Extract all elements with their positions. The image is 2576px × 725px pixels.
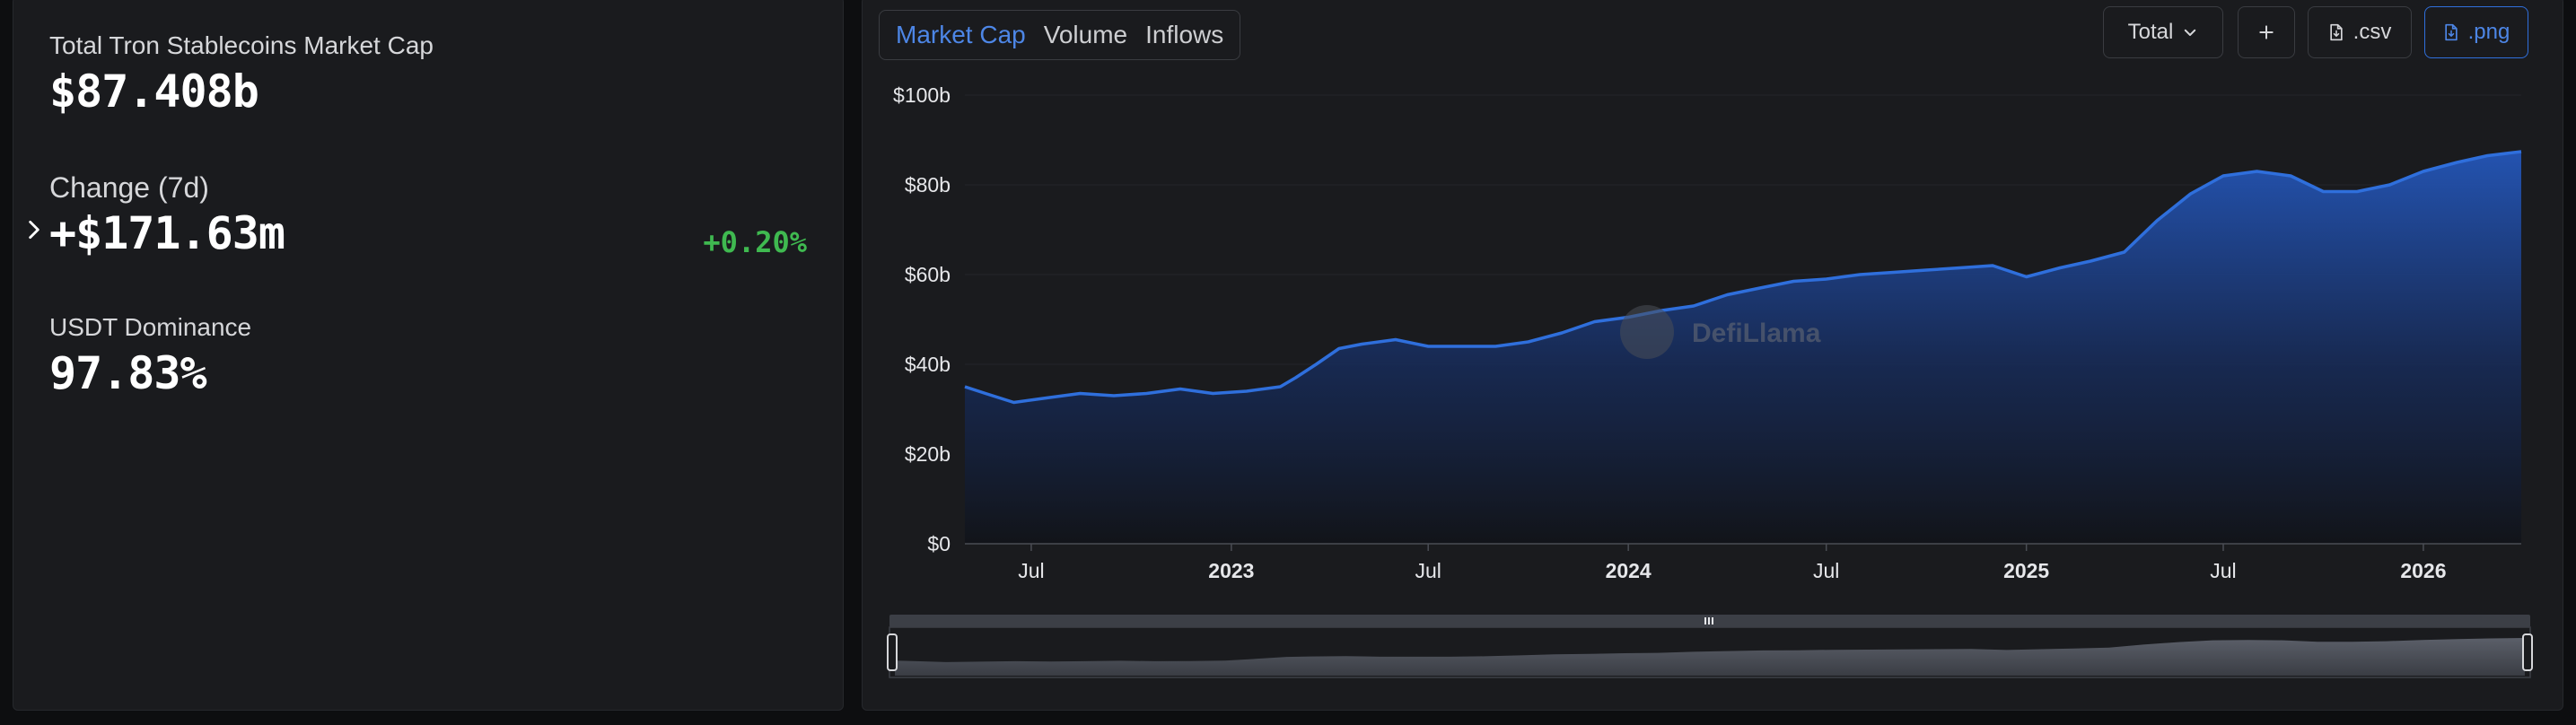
series-area — [965, 152, 2521, 544]
x-tick-label: 2026 — [2400, 559, 2446, 582]
download-csv-button[interactable]: .csv — [2308, 6, 2412, 58]
chevron-right-icon[interactable] — [22, 218, 46, 241]
total-dropdown[interactable]: Total — [2103, 6, 2223, 58]
tab-volume[interactable]: Volume — [1043, 21, 1128, 48]
file-icon — [2329, 23, 2343, 41]
y-tick-label: $100b — [893, 83, 951, 107]
y-tick-label: $60b — [905, 263, 951, 286]
mini-series-area — [895, 638, 2525, 676]
range-handle-left[interactable] — [887, 633, 898, 671]
series-line — [964, 150, 2522, 405]
chart-panel: Market Cap Volume Inflows Total .csv .pn… — [862, 0, 2563, 711]
plus-icon — [2259, 25, 2274, 39]
y-tick-label: $40b — [905, 353, 951, 376]
x-tick-label: Jul — [1018, 559, 1044, 582]
x-tick-label: Jul — [2210, 559, 2236, 582]
x-tick-label: 2025 — [2003, 559, 2049, 582]
chevron-down-icon — [2185, 29, 2196, 36]
tab-inflows[interactable]: Inflows — [1145, 21, 1224, 48]
image-file-icon — [2444, 23, 2458, 41]
y-tick-label: $20b — [905, 442, 951, 466]
png-label: .png — [2467, 20, 2510, 44]
stats-panel: Total Tron Stablecoins Market Cap $87.40… — [13, 0, 844, 711]
market-cap-chart: $0$20b$40b$60b$80b$100b Jul 2023 Jul 2024 Ju… — [887, 83, 2533, 678]
csv-label: .csv — [2353, 20, 2392, 44]
dominance-value: 97.83% — [49, 347, 207, 399]
change-label: Change (7d) — [49, 171, 209, 204]
x-tick-label: Jul — [1415, 559, 1441, 582]
x-tick-label: 2023 — [1208, 559, 1254, 582]
x-tick-label: Jul — [1813, 559, 1839, 582]
chart-tabs: Market Cap Volume Inflows — [879, 10, 1241, 60]
add-button[interactable] — [2238, 6, 2295, 58]
tab-market-cap[interactable]: Market Cap — [896, 21, 1026, 48]
market-cap-label: Total Tron Stablecoins Market Cap — [49, 31, 434, 59]
llama-logo-icon — [1620, 305, 1674, 359]
y-tick-label: $80b — [905, 173, 951, 197]
total-dropdown-label: Total — [2127, 20, 2174, 44]
x-axis: Jul 2023 Jul 2024 Jul 2025 Jul 2026 — [1018, 544, 2447, 582]
download-png-button[interactable]: .png — [2424, 6, 2528, 58]
grip-icon — [1704, 617, 1713, 625]
change-value: +$171.63m — [49, 207, 285, 259]
change-percent-badge: +0.20% — [703, 225, 807, 259]
watermark: DefiLlama — [1620, 305, 1821, 359]
range-handle-right[interactable] — [2522, 633, 2533, 671]
watermark-text: DefiLlama — [1692, 319, 1821, 348]
dominance-label: USDT Dominance — [49, 313, 252, 341]
x-tick-label: 2024 — [1606, 559, 1652, 582]
range-selector[interactable] — [887, 615, 2533, 678]
y-tick-label: $0 — [927, 532, 951, 555]
market-cap-value: $87.408b — [49, 66, 259, 118]
y-axis: $0 $20b $40b $60b $80b $100b — [893, 83, 951, 555]
